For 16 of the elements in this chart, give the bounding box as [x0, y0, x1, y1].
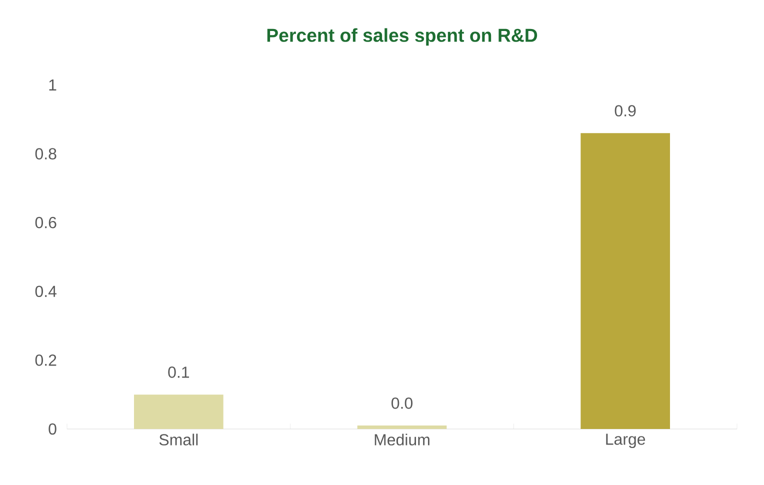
data-label: 0.0 — [392, 398, 413, 409]
data-label: 0.9 — [614, 105, 636, 116]
y-tick-label: 0.2 — [35, 354, 56, 366]
x-tick-label: Medium — [374, 434, 430, 446]
bar — [134, 394, 224, 429]
chart-title: Percent of sales spent on R&D — [267, 28, 538, 46]
data-label: 0.1 — [168, 366, 190, 378]
x-tick-label: Large — [606, 434, 646, 448]
bar — [357, 426, 447, 429]
y-tick-label: 0.6 — [35, 216, 56, 228]
y-tick-label: 0 — [48, 423, 56, 435]
y-tick-label: 1 — [49, 80, 56, 90]
x-tick-label: Small — [159, 434, 198, 446]
bar — [580, 133, 670, 429]
y-tick-label: 0.4 — [35, 286, 56, 298]
y-tick-label: 0.8 — [35, 148, 56, 160]
